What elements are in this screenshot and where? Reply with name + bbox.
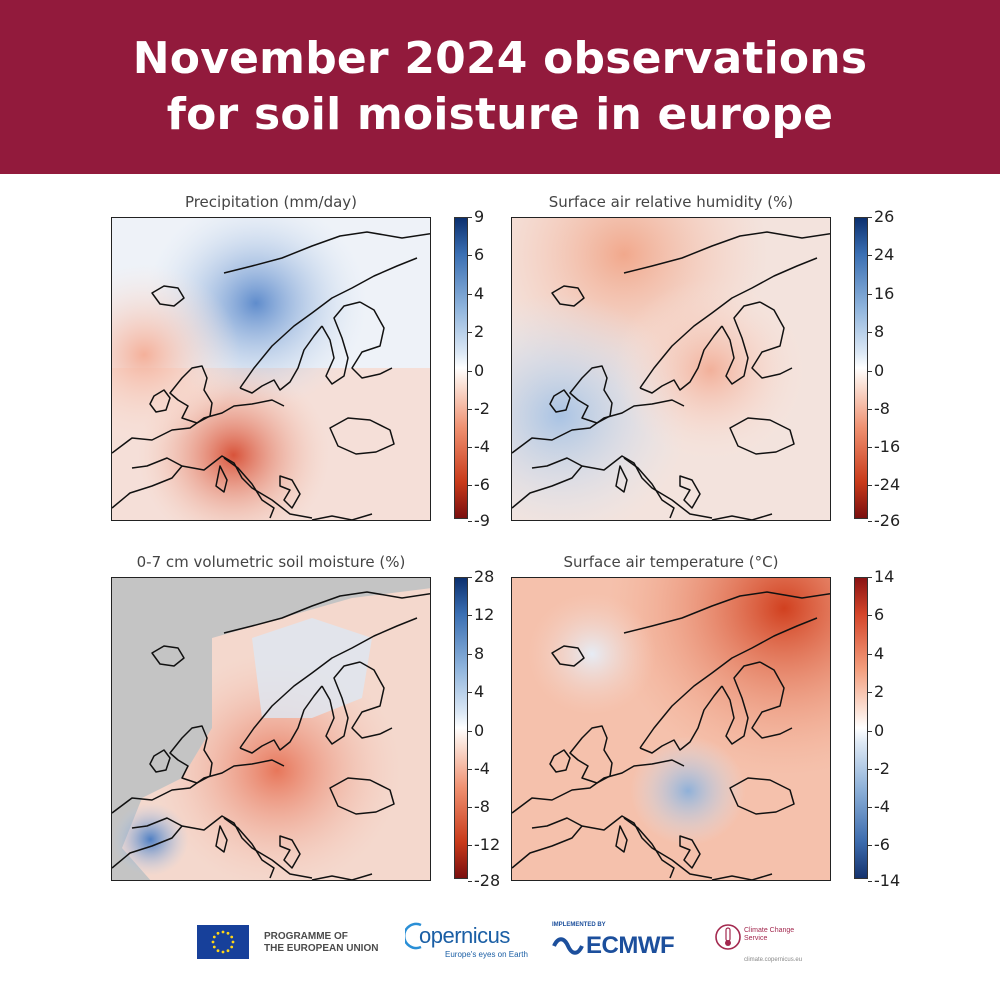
tick: 2 <box>867 682 885 701</box>
colorbar-precipitation <box>454 217 468 519</box>
footer-logos: PROGRAMME OF THE EUROPEAN UNION opernicu… <box>0 915 1000 985</box>
colorbar-soil-moisture <box>454 577 468 879</box>
tick: 28 <box>467 567 495 586</box>
map-precipitation <box>111 217 431 521</box>
tick: 8 <box>867 322 885 341</box>
tick: -6 <box>468 475 490 494</box>
eu-programme-text: PROGRAMME OF THE EUROPEAN UNION <box>264 931 378 955</box>
tick: 8 <box>467 644 485 663</box>
tick: -14 <box>867 871 901 890</box>
tick: -9 <box>468 511 490 530</box>
tick: 26 <box>867 207 895 226</box>
title-line-1: November 2024 observations <box>132 33 868 84</box>
tick: 4 <box>867 644 885 663</box>
tick: -6 <box>868 835 890 854</box>
panel-humidity-title: Surface air relative humidity (%) <box>548 193 794 211</box>
tick: 0 <box>867 361 885 380</box>
tick: -2 <box>868 759 890 778</box>
colorbar-humidity-ticks: 26 24 16 8 0 -8 -16 -24 -26 <box>867 209 924 529</box>
tick: -8 <box>868 399 890 418</box>
tick: 0 <box>467 361 485 380</box>
tick: 0 <box>867 721 885 740</box>
tick: -16 <box>867 437 901 456</box>
tick: 16 <box>867 284 895 303</box>
colorbar-temperature <box>854 577 868 879</box>
tick: -4 <box>468 759 490 778</box>
eu-flag-icon <box>197 925 249 959</box>
colorbar-precipitation-ticks: 9 6 4 2 0 -2 -4 -6 -9 <box>467 209 524 529</box>
map-soil-moisture <box>111 577 431 881</box>
tick: -12 <box>467 835 501 854</box>
copernicus-word: opernicus <box>419 923 510 948</box>
tick: 6 <box>467 245 485 264</box>
tick: 4 <box>467 284 485 303</box>
tick: -28 <box>467 871 501 890</box>
colorbar-humidity <box>854 217 868 519</box>
ecmwf-implemented-label: IMPLEMENTED BY <box>552 922 606 928</box>
tick: 14 <box>867 567 895 586</box>
tick: -26 <box>867 511 901 530</box>
tick: 0 <box>467 721 485 740</box>
copernicus-tagline: Europe's eyes on Earth <box>445 950 528 959</box>
ecmwf-wave-icon <box>552 937 584 955</box>
panel-precipitation-title: Precipitation (mm/day) <box>184 193 358 211</box>
c3s-thermometer-icon <box>715 924 741 950</box>
header-banner: November 2024 observations for soil mois… <box>0 0 1000 174</box>
colorbar-temperature-ticks: 14 6 4 2 0 -2 -4 -6 -14 <box>867 569 924 889</box>
tick: -4 <box>868 797 890 816</box>
tick: -8 <box>468 797 490 816</box>
tick: 9 <box>467 207 485 226</box>
title-line-2: for soil moisture in europe <box>166 89 834 140</box>
tick: 4 <box>467 682 485 701</box>
c3s-url: climate.copernicus.eu <box>744 957 803 963</box>
ecmwf-logo: IMPLEMENTED BY ECMWF <box>552 922 675 959</box>
panel-temperature-title: Surface air temperature (°C) <box>563 553 779 571</box>
map-temperature <box>511 577 831 881</box>
tick: -24 <box>867 475 901 494</box>
tick: -2 <box>468 399 490 418</box>
eu-line-1: PROGRAMME OF <box>264 931 348 942</box>
eu-line-2: THE EUROPEAN UNION <box>264 943 379 954</box>
tick: 6 <box>867 605 885 624</box>
panel-soil-moisture-title: 0-7 cm volumetric soil moisture (%) <box>136 553 406 571</box>
tick: 12 <box>467 605 495 624</box>
tick: -4 <box>468 437 490 456</box>
c3s-name: Climate Change Service <box>744 927 795 942</box>
tick: 2 <box>467 322 485 341</box>
ecmwf-word: ECMWF <box>586 932 675 959</box>
tick: 24 <box>867 245 895 264</box>
map-humidity <box>511 217 831 521</box>
colorbar-soil-moisture-ticks: 28 12 8 4 0 -4 -8 -12 -28 <box>467 569 524 889</box>
